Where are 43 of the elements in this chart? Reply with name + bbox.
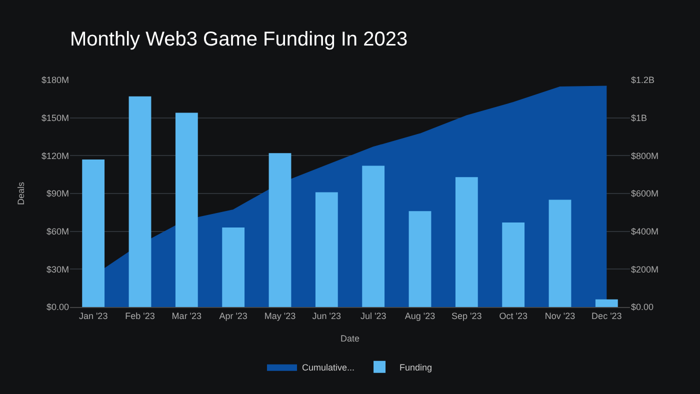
y-axis-title: Deals bbox=[16, 182, 26, 206]
x-tick-label: Feb '23 bbox=[125, 310, 155, 321]
bar bbox=[595, 299, 618, 307]
x-tick-label: Jan '23 bbox=[78, 310, 108, 321]
y2-tick-label: $1B bbox=[631, 112, 648, 123]
legend-label: Funding bbox=[400, 362, 432, 372]
y-tick-label: $60M bbox=[46, 226, 69, 236]
bar bbox=[362, 166, 385, 307]
chart-title: Monthly Web3 Game Funding In 2023 bbox=[70, 28, 408, 51]
y-tick-label: $150M bbox=[41, 112, 69, 123]
bar bbox=[222, 228, 245, 307]
bar bbox=[128, 96, 152, 307]
y2-tick-label: $400M bbox=[631, 226, 659, 236]
bar bbox=[455, 177, 478, 307]
x-tick-label: Dec '23 bbox=[592, 310, 622, 321]
y-tick-label: $120M bbox=[41, 150, 69, 161]
x-tick-label: Nov '23 bbox=[544, 310, 576, 321]
bar bbox=[175, 112, 198, 307]
bar bbox=[502, 222, 525, 307]
legend-label: Cumulative... bbox=[302, 362, 355, 372]
bar bbox=[408, 211, 432, 307]
x-tick-label: Oct '23 bbox=[499, 310, 528, 321]
bar bbox=[315, 192, 338, 307]
x-tick-label: Sep '23 bbox=[452, 310, 482, 321]
x-tick-label: May '23 bbox=[264, 310, 296, 321]
y-tick-label: $30M bbox=[46, 264, 69, 274]
y2-tick-label: $200M bbox=[631, 264, 659, 274]
x-tick-label: Apr '23 bbox=[219, 310, 248, 321]
y-tick-label: $0.00 bbox=[46, 302, 69, 312]
x-axis-title: Date bbox=[340, 334, 360, 344]
bar bbox=[268, 153, 292, 307]
x-tick-label: Jun '23 bbox=[312, 310, 342, 321]
bar bbox=[82, 159, 105, 307]
x-tick-label: Aug '23 bbox=[404, 310, 436, 321]
x-tick-label: Mar '23 bbox=[172, 310, 202, 321]
y2-tick-label: $800M bbox=[631, 150, 659, 161]
y2-tick-label: $1.2B bbox=[631, 75, 655, 86]
y-tick-label: $90M bbox=[46, 188, 69, 199]
bar bbox=[548, 200, 572, 307]
x-tick-label: Jul '23 bbox=[360, 310, 386, 321]
y2-tick-label: $600M bbox=[631, 188, 659, 199]
y2-tick-label: $0.00 bbox=[631, 302, 654, 312]
y-tick-label: $180M bbox=[41, 75, 69, 86]
